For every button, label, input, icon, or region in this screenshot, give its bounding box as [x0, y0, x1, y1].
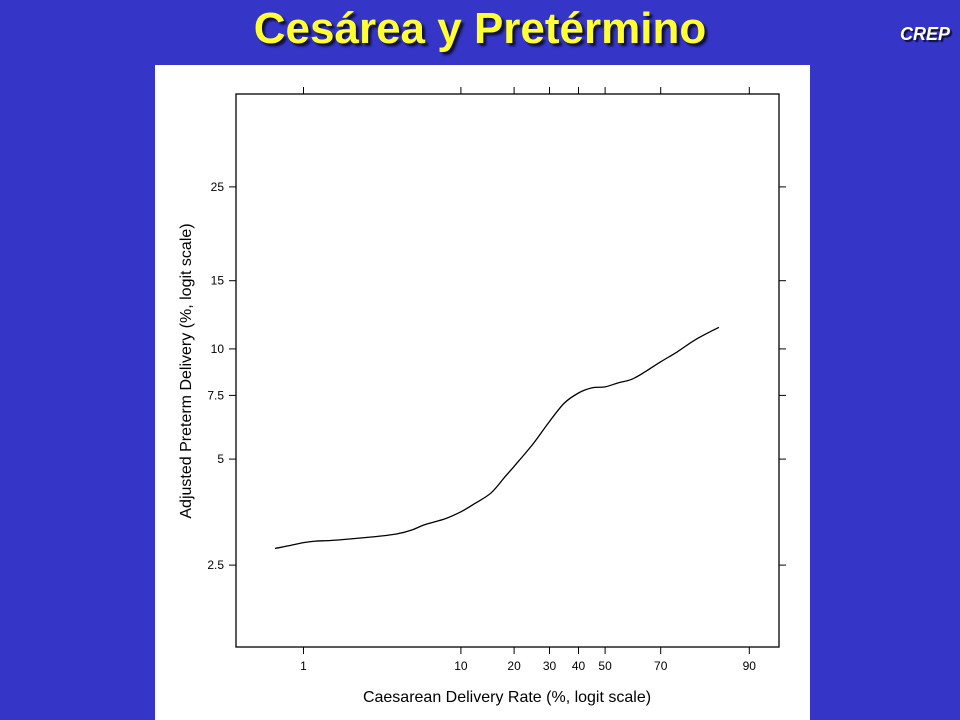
y-axis-title: Adjusted Preterm Delivery (%, logit scal… — [178, 223, 195, 518]
y-axis-ticks: 2.5 5 7.5 10 15 25 — [207, 180, 786, 572]
y-tick-label: 15 — [211, 274, 225, 288]
chart-panel: 1 10 20 30 40 50 70 90 2.5 5 7.5 10 15 25 Caesarean … — [155, 65, 810, 720]
x-tick-label: 70 — [654, 659, 668, 673]
x-tick-label: 30 — [543, 659, 557, 673]
x-tick-label: 50 — [598, 659, 612, 673]
y-tick-label: 25 — [211, 180, 225, 194]
series-line — [274, 326, 720, 550]
y-tick-label: 10 — [211, 342, 225, 356]
x-tick-label: 90 — [743, 659, 757, 673]
x-tick-label: 1 — [300, 659, 307, 673]
x-tick-label: 40 — [572, 659, 586, 673]
x-tick-label: 10 — [454, 659, 468, 673]
y-tick-label: 5 — [217, 452, 224, 466]
x-axis-title: Caesarean Delivery Rate (%, logit scale) — [363, 689, 651, 706]
brand-label: CREP — [899, 24, 950, 44]
y-tick-label: 7.5 — [207, 388, 224, 402]
y-tick-label: 2.5 — [207, 558, 224, 572]
x-axis-ticks: 1 10 20 30 40 50 70 90 — [300, 87, 756, 673]
x-tick-label: 20 — [507, 659, 521, 673]
slide-title: Cesárea y Pretérmino — [253, 4, 707, 53]
chart-svg: 1 10 20 30 40 50 70 90 2.5 5 7.5 10 15 25 Caesarean … — [178, 87, 786, 706]
plot-frame — [235, 93, 780, 648]
